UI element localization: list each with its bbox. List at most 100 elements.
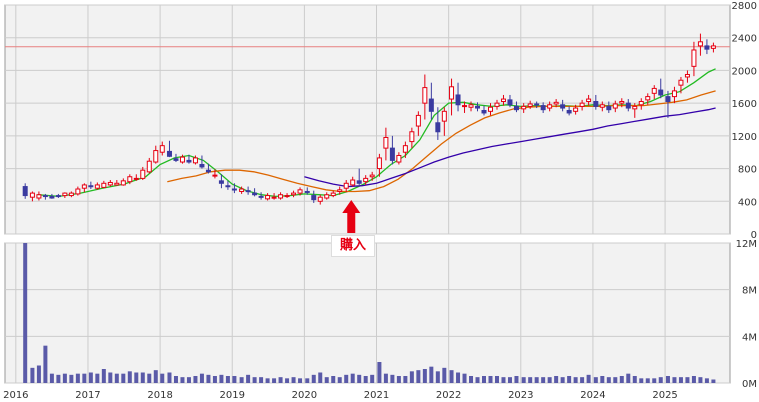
volume-bar — [95, 373, 100, 383]
candle-body — [513, 105, 519, 111]
volume-bar — [469, 376, 474, 383]
volume-bar — [49, 373, 54, 383]
volume-bar — [554, 376, 559, 383]
volume-bar — [272, 378, 277, 383]
candle-body — [311, 195, 317, 201]
volume-bar — [494, 376, 499, 383]
volume-bar — [108, 372, 113, 383]
volume-bar — [331, 376, 336, 383]
volume-bar — [114, 373, 119, 383]
volume-bar — [422, 369, 427, 383]
volume-bar — [344, 374, 349, 383]
volume-bar — [147, 373, 152, 383]
volume-bar — [206, 374, 211, 383]
volume-bar — [153, 370, 158, 383]
candle-body — [356, 180, 362, 184]
volume-bar — [403, 376, 408, 383]
candle-body — [389, 147, 395, 161]
volume-bar — [305, 378, 310, 383]
candle-body — [192, 157, 198, 164]
volume-bar — [167, 372, 172, 383]
candle-body — [75, 188, 81, 195]
x-tick-label: 2025 — [652, 390, 677, 401]
volume-bar — [193, 376, 198, 383]
ma_mid-line — [167, 90, 716, 193]
volume-bar — [547, 377, 552, 383]
volume-bar — [180, 377, 185, 383]
volume-bar — [534, 377, 539, 383]
volume-bar — [567, 376, 572, 383]
candle-body — [369, 174, 375, 178]
candle-body — [507, 99, 513, 106]
volume-bar — [69, 374, 74, 383]
volume-bar — [199, 373, 204, 383]
volume-bar — [626, 373, 631, 383]
candle-body — [337, 189, 343, 192]
volume-bar — [225, 376, 230, 383]
volume-bar — [219, 374, 224, 383]
candle-body — [186, 159, 192, 163]
candle-body — [88, 185, 94, 188]
candle-body — [68, 192, 74, 197]
volume-bar — [186, 377, 191, 383]
x-tick-label: 2019 — [220, 390, 245, 401]
volume-bar — [442, 367, 447, 383]
candle-body — [265, 195, 271, 200]
candle-body — [81, 184, 87, 189]
candle-body — [678, 79, 684, 86]
volume-bar — [482, 376, 487, 383]
volume-bar — [645, 378, 650, 383]
volume-bar — [140, 372, 145, 383]
volume-bar — [691, 376, 696, 383]
volume-bar — [30, 367, 35, 383]
candle-body — [297, 189, 303, 194]
volume-bar — [541, 377, 546, 383]
x-tick-label: 2024 — [580, 390, 605, 401]
candle-body — [455, 94, 461, 106]
candle-body — [291, 192, 297, 196]
volume-bar — [75, 373, 80, 383]
candle-body — [153, 150, 159, 163]
candle-body — [462, 105, 468, 108]
candle-body — [284, 195, 290, 198]
candle-body — [36, 194, 42, 199]
candle-body — [671, 90, 677, 98]
volume-bar — [665, 376, 670, 383]
candle-body — [258, 195, 264, 198]
candle-body — [231, 188, 237, 191]
candle-body — [468, 104, 474, 108]
candle-body — [107, 181, 113, 186]
x-tick-label: 2020 — [292, 390, 317, 401]
candle-body — [383, 136, 389, 149]
candle-body — [218, 180, 224, 184]
volume-bar — [324, 377, 329, 383]
candle-body — [94, 184, 100, 189]
candle-body — [527, 103, 533, 107]
candle-body — [599, 104, 605, 108]
candle-body — [540, 105, 546, 111]
candle-body — [684, 74, 690, 78]
candle-body — [521, 105, 527, 110]
volume-bar — [265, 378, 270, 383]
volume-y-tick: 8M — [742, 286, 757, 297]
candle-body — [212, 174, 218, 177]
candle-body — [579, 102, 585, 107]
candle-body — [435, 122, 441, 133]
volume-bar — [337, 377, 342, 383]
candle-body — [29, 192, 35, 198]
candle-body — [658, 89, 664, 96]
volume-bar — [23, 243, 28, 383]
candle-body — [428, 98, 434, 112]
price-panel — [4, 4, 731, 235]
volume-bar — [291, 377, 296, 383]
candle-body — [324, 194, 330, 199]
volume-bar — [318, 372, 323, 383]
volume-bar — [606, 377, 611, 383]
volume-bar — [507, 377, 512, 383]
price-y-tick: 1600 — [732, 99, 757, 110]
candle-body — [691, 49, 697, 67]
volume-bar — [259, 377, 264, 383]
x-tick-label: 2018 — [147, 390, 172, 401]
buy-arrow-icon — [342, 200, 361, 233]
